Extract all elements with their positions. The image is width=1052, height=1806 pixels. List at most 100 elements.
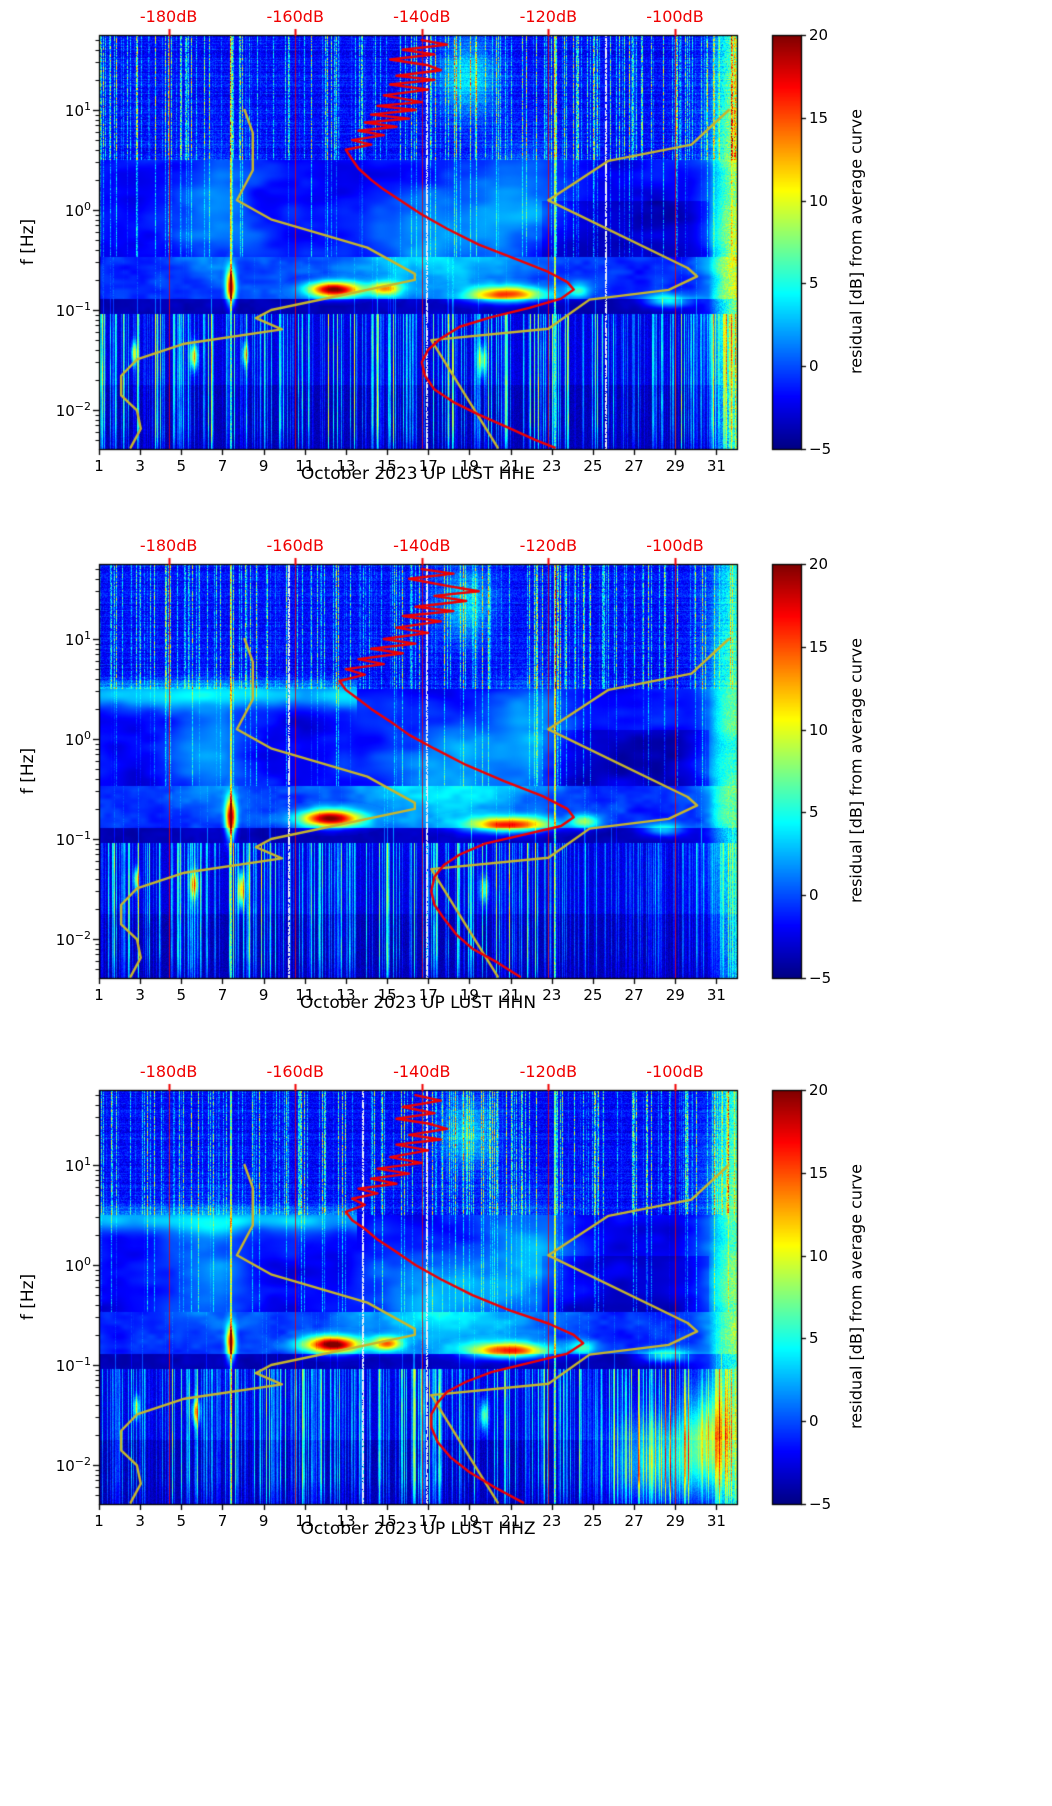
x-tick-label: 7	[217, 1512, 228, 1530]
colorbar-tick-label: −5	[809, 1495, 832, 1513]
x-tick-label: 21	[501, 986, 521, 1004]
x-tick-label: 25	[583, 457, 603, 475]
colorbar-tick-label: 20	[809, 555, 829, 573]
colorbar-tick-label: 20	[809, 1081, 829, 1099]
x-axis-title: October 2023 UP LUST HHN	[299, 993, 537, 1013]
x-tick-label: 15	[377, 986, 397, 1004]
spectrogram-panel-hhn: f [Hz] October 2023 UP LUST HHN residual…	[0, 529, 1052, 1034]
x-tick-label: 3	[135, 986, 145, 1004]
y-tick-label: 101	[64, 100, 91, 120]
y-tick-label: 101	[64, 1155, 91, 1175]
y-tick-label: 10−2	[55, 929, 91, 949]
y-tick-label: 10−2	[55, 1455, 91, 1475]
top-axis-tick-label: -120dB	[519, 536, 578, 555]
x-tick-label: 19	[459, 457, 479, 475]
top-axis-tick-label: -140dB	[393, 7, 451, 26]
colorbar-tick-label: 10	[809, 720, 829, 739]
y-tick-label: 100	[64, 729, 91, 749]
top-axis-tick-label: -160dB	[266, 7, 324, 26]
colorbar-tick-label: 0	[809, 886, 819, 905]
x-tick-label: 1	[94, 457, 104, 475]
top-axis-tick-label: -140dB	[393, 1062, 451, 1081]
y-tick-label: 10−1	[55, 300, 91, 320]
x-tick-label: 31	[706, 1512, 726, 1530]
x-tick-label: 5	[176, 457, 187, 475]
colorbar-tick-label: 0	[809, 357, 819, 376]
x-tick-label: 9	[258, 457, 269, 475]
x-tick-label: 25	[583, 986, 603, 1004]
top-axis-tick-label: -180dB	[139, 1062, 198, 1081]
top-axis-tick-label: -120dB	[519, 1062, 578, 1081]
colorbar-tick-label: 5	[809, 1329, 819, 1348]
colorbar-tick-label: 20	[809, 26, 829, 44]
ticks-layer: -180dB -160dB -140dB -120dB -100dB 1 3 5 7 9 11 13 1…	[0, 1055, 1052, 1560]
colorbar-tick-label: 5	[809, 803, 819, 822]
ticks-layer: -180dB -160dB -140dB -120dB -100dB 1 3 5 7 9 11 13 1…	[0, 529, 1052, 1034]
top-axis-tick-label: -100dB	[646, 7, 704, 26]
x-tick-label: 23	[542, 986, 562, 1004]
top-axis-tick-label: -140dB	[393, 536, 451, 555]
x-tick-label: 23	[542, 457, 562, 475]
x-tick-label: 13	[336, 986, 356, 1004]
colorbar-tick-label: 0	[809, 1412, 819, 1431]
x-tick-label: 3	[135, 457, 145, 475]
x-axis-title: October 2023 UP LUST HHZ	[300, 1519, 536, 1539]
x-tick-label: 17	[418, 986, 438, 1004]
top-axis-tick-label: -180dB	[139, 7, 198, 26]
x-tick-label: 11	[295, 1512, 315, 1530]
colorbar-tick-label: 10	[809, 1246, 829, 1265]
x-tick-label: 1	[94, 1512, 104, 1530]
spectrogram-canvas	[0, 529, 1052, 1034]
x-tick-label: 29	[665, 457, 685, 475]
x-tick-label: 27	[624, 1512, 644, 1530]
x-tick-label: 5	[176, 986, 187, 1004]
top-axis-tick-label: -100dB	[646, 1062, 704, 1081]
spectrogram-canvas	[0, 0, 1052, 505]
y-tick-label: 10−1	[55, 1355, 91, 1375]
spectrogram-panel-hhz: f [Hz] October 2023 UP LUST HHZ residual…	[0, 1055, 1052, 1560]
x-tick-label: 11	[295, 457, 315, 475]
x-tick-label: 17	[418, 457, 438, 475]
spectrogram-panel-hhe: f [Hz] October 2023 UP LUST HHE residual…	[0, 0, 1052, 505]
x-tick-label: 29	[665, 1512, 685, 1530]
spectrogram-canvas	[0, 1055, 1052, 1560]
x-tick-label: 9	[258, 986, 269, 1004]
x-tick-label: 19	[459, 1512, 479, 1530]
x-tick-label: 11	[295, 986, 315, 1004]
x-tick-label: 1	[94, 986, 104, 1004]
y-tick-label: 101	[64, 629, 91, 649]
top-axis-tick-label: -160dB	[266, 1062, 324, 1081]
top-axis-tick-label: -160dB	[266, 536, 324, 555]
colorbar-tick-label: 15	[809, 108, 829, 127]
x-tick-label: 13	[336, 1512, 356, 1530]
x-tick-label: 9	[258, 1512, 269, 1530]
top-axis-tick-label: -120dB	[519, 7, 578, 26]
y-tick-label: 10−2	[55, 400, 91, 420]
top-axis-tick-label: -180dB	[139, 536, 198, 555]
x-tick-label: 15	[377, 1512, 397, 1530]
x-tick-label: 3	[135, 1512, 145, 1530]
y-tick-label: 100	[64, 1255, 91, 1275]
ticks-layer: -180dB -160dB -140dB -120dB -100dB 1 3 5 7 9 11 13 1…	[0, 0, 1052, 505]
x-tick-label: 21	[501, 457, 521, 475]
x-tick-label: 21	[501, 1512, 521, 1530]
x-tick-label: 7	[217, 986, 228, 1004]
x-tick-label: 23	[542, 1512, 562, 1530]
x-axis-title: October 2023 UP LUST HHE	[300, 464, 536, 484]
x-tick-label: 27	[624, 457, 644, 475]
x-tick-label: 7	[217, 457, 228, 475]
colorbar-tick-label: −5	[809, 440, 832, 458]
x-tick-label: 25	[583, 1512, 603, 1530]
x-tick-label: 31	[706, 986, 726, 1004]
colorbar-tick-label: 15	[809, 1163, 829, 1182]
x-tick-label: 5	[176, 1512, 187, 1530]
colorbar-tick-label: 10	[809, 191, 829, 210]
x-tick-label: 31	[706, 457, 726, 475]
x-tick-label: 19	[459, 986, 479, 1004]
x-tick-label: 27	[624, 986, 644, 1004]
colorbar-tick-label: −5	[809, 969, 832, 987]
top-axis-tick-label: -100dB	[646, 536, 704, 555]
x-tick-label: 15	[377, 457, 397, 475]
colorbar-tick-label: 5	[809, 274, 819, 293]
